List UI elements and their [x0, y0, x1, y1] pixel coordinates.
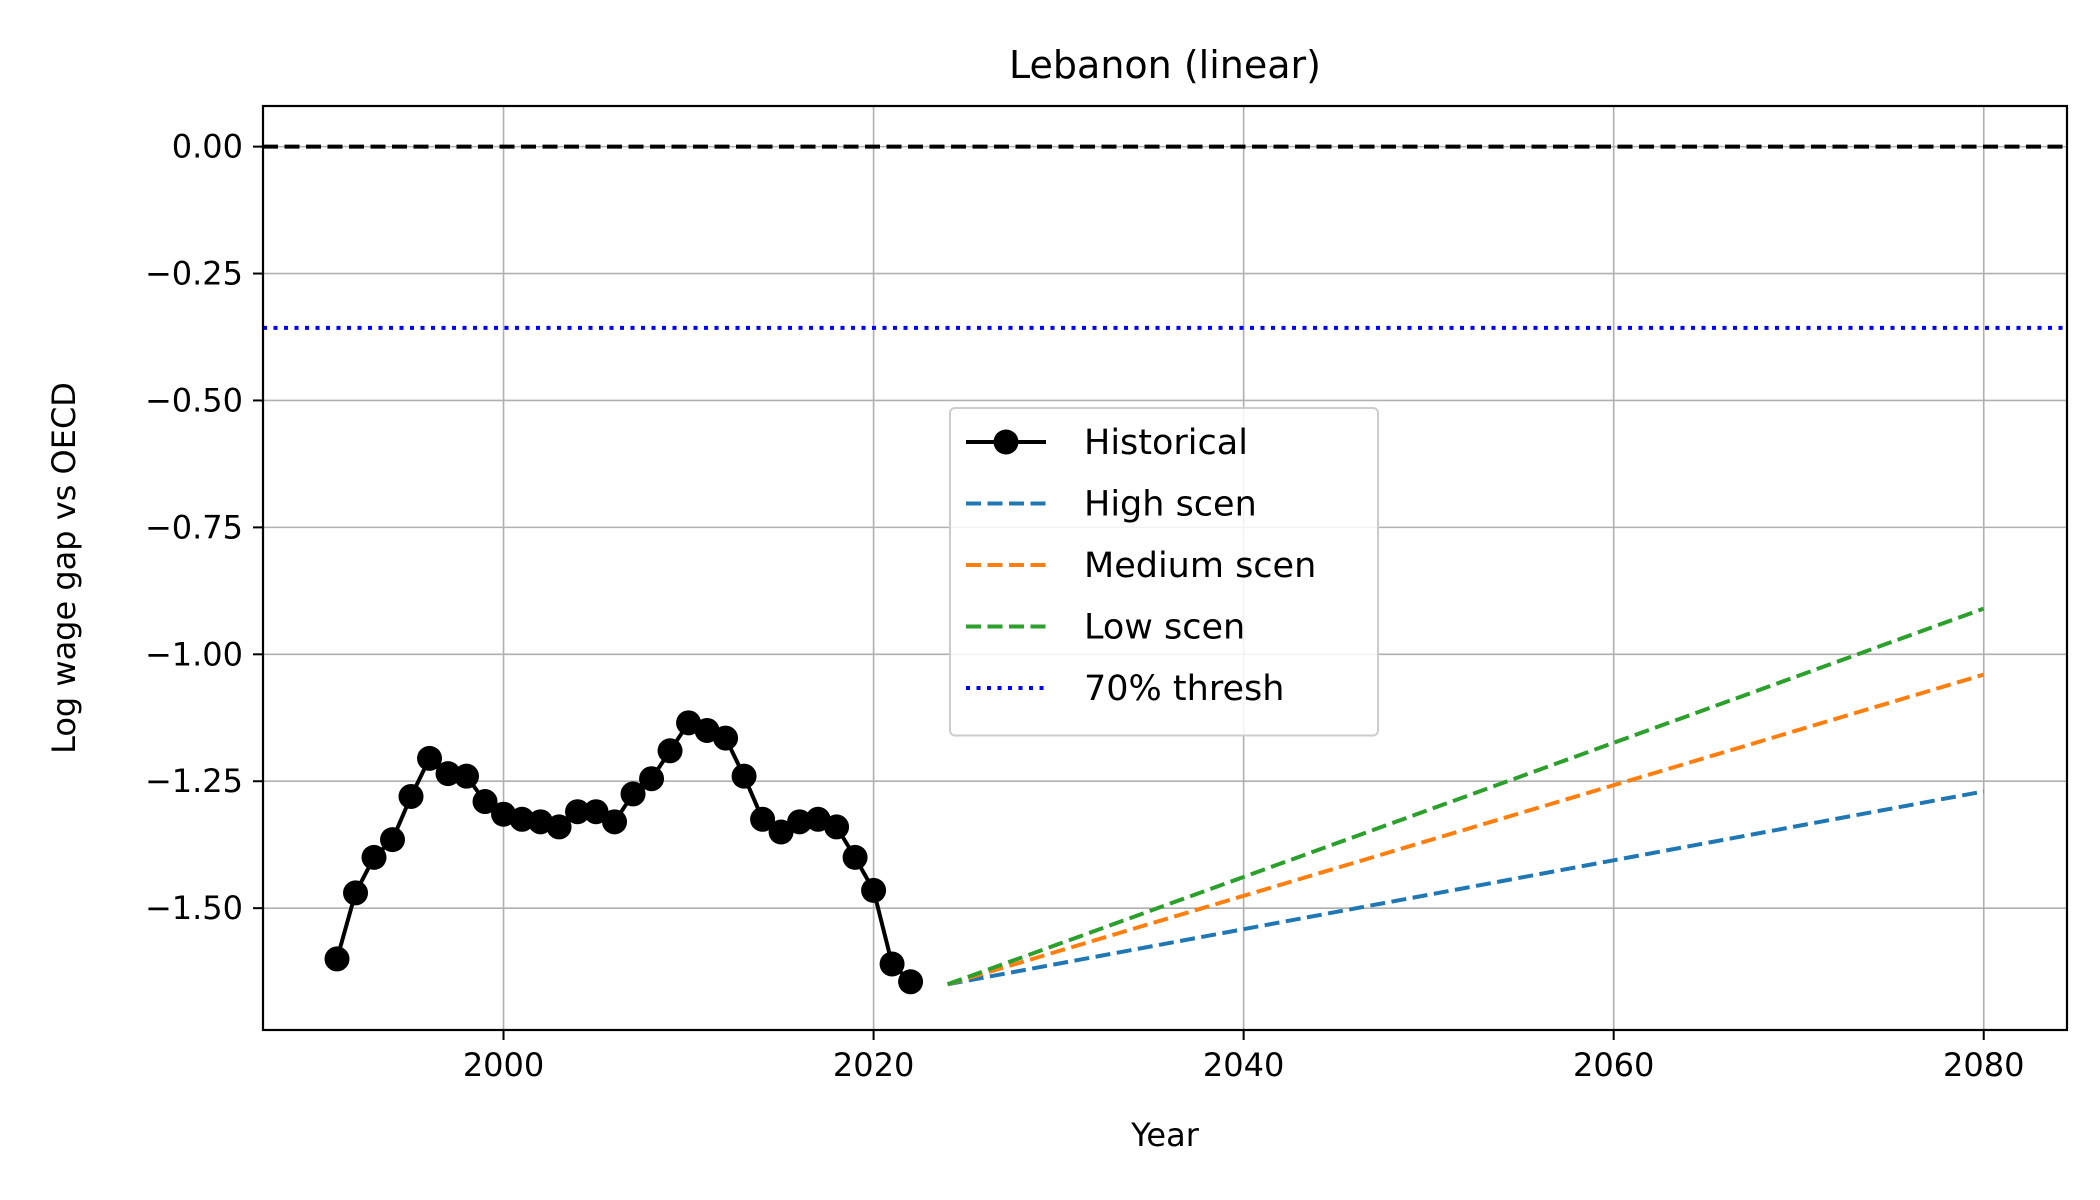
legend-label: Low scen: [1084, 608, 1245, 648]
historical-point: [380, 827, 406, 853]
historical-point: [546, 814, 572, 840]
axis-ticks: 2000 2020 2040 2060 2080 0.00 −0.25 −0.50 −0.75 −…: [145, 128, 2025, 1084]
y-tick-label: −1.50: [145, 889, 243, 927]
historical-point: [879, 951, 905, 977]
chart-title: Lebanon (linear): [1009, 43, 1321, 87]
historical-point: [583, 799, 609, 825]
series-line-low-scen: [946, 606, 1985, 987]
historical-point: [472, 789, 498, 815]
historical-point: [602, 809, 628, 835]
historical-point: [824, 814, 850, 840]
legend-label: Historical: [1084, 423, 1248, 463]
y-axis-label: Log wage gap vs OECD: [45, 382, 83, 754]
historical-point: [454, 763, 480, 789]
historical-point: [435, 761, 461, 787]
x-tick-label: 2000: [463, 1046, 544, 1084]
historical-point: [842, 844, 868, 870]
historical-point: [731, 763, 757, 789]
historical-point: [861, 877, 887, 903]
historical-point: [361, 844, 387, 870]
historical-point: [509, 806, 535, 832]
historical-point: [398, 783, 424, 809]
historical-point: [639, 766, 665, 792]
y-tick-label: −0.50: [145, 381, 243, 419]
legend-label: High scen: [1084, 485, 1257, 525]
legend-label: Medium scen: [1084, 546, 1316, 586]
series-line-medium-scen: [947, 672, 1985, 987]
y-tick-label: −0.25: [145, 255, 243, 293]
legend-box: [949, 407, 1379, 737]
historical-point: [750, 806, 776, 832]
historical-point: [565, 799, 591, 825]
plot-frame: [261, 104, 2069, 1032]
legend-marker: [993, 429, 1019, 455]
y-tick-label: −1.00: [145, 635, 243, 673]
y-tick-label: 0.00: [172, 128, 243, 166]
historical-point: [620, 781, 646, 807]
legend-label: 70% thresh: [1084, 669, 1284, 709]
historical-point: [768, 819, 794, 845]
y-tick-label: −1.25: [145, 762, 243, 800]
historical-point: [787, 809, 813, 835]
series-line-high-scen: [947, 789, 1985, 987]
plot-series: [263, 144, 2067, 995]
x-tick-label: 2060: [1573, 1046, 1654, 1084]
historical-point: [898, 969, 924, 995]
historical-point: [713, 725, 739, 751]
x-axis-label: Year: [1130, 1116, 1200, 1154]
x-tick-label: 2080: [1943, 1046, 2024, 1084]
historical-point: [657, 738, 683, 764]
historical-point: [343, 880, 369, 906]
x-tick-label: 2040: [1203, 1046, 1284, 1084]
legend: Historical High scen Medium scen Low scen 70…: [949, 407, 1379, 737]
y-tick-label: −0.75: [145, 508, 243, 546]
x-tick-label: 2020: [833, 1046, 914, 1084]
historical-point: [324, 946, 350, 972]
historical-point: [417, 745, 443, 771]
